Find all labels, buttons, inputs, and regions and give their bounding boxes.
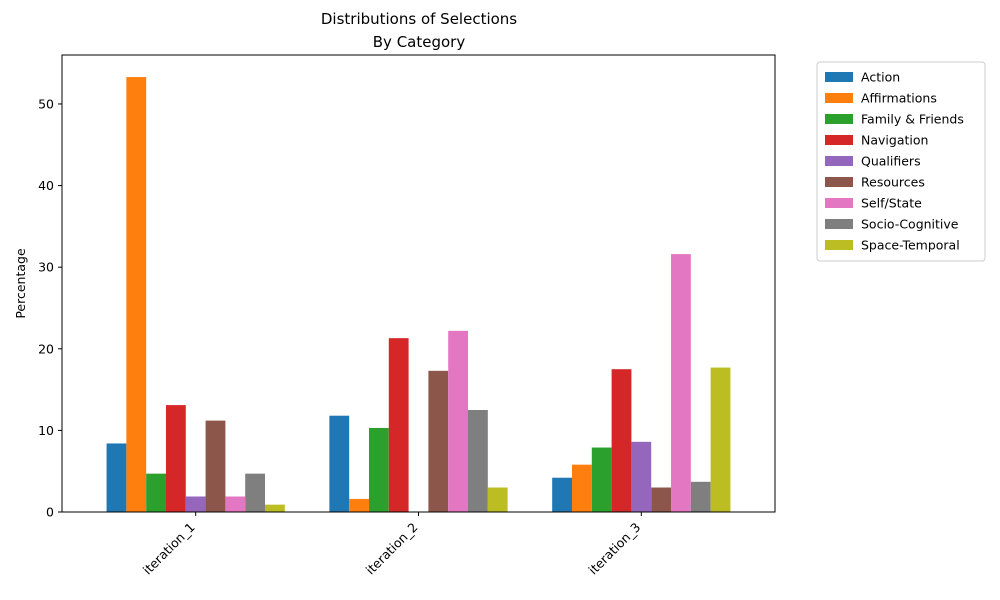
bar xyxy=(349,498,369,512)
bar xyxy=(225,496,246,512)
legend-label: Socio-Cognitive xyxy=(861,217,959,232)
legend-swatch xyxy=(825,156,853,166)
bar xyxy=(448,330,469,512)
bar xyxy=(368,427,389,512)
legend-swatch xyxy=(825,240,853,250)
bar xyxy=(710,367,731,512)
y-tick-label: 30 xyxy=(38,260,54,275)
bar xyxy=(428,370,449,512)
x-axis: iteration_1 iteration_2 iteration_3 xyxy=(140,512,643,578)
chart-subtitle: By Category xyxy=(373,33,466,51)
legend-label: Family & Friends xyxy=(861,112,964,127)
bar xyxy=(265,504,285,512)
x-tick-label: iteration_1 xyxy=(140,520,198,578)
legend-label: Navigation xyxy=(861,133,928,148)
legend-swatch xyxy=(825,177,853,187)
legend-label: Affirmations xyxy=(861,91,937,106)
legend-swatch xyxy=(825,219,853,229)
legend-label: Space-Temporal xyxy=(861,238,960,253)
legend-swatch xyxy=(825,93,853,103)
y-tick-label: 0 xyxy=(46,505,54,520)
bar xyxy=(631,441,652,512)
bar xyxy=(468,409,488,512)
bar xyxy=(487,487,508,512)
legend: Action Affirmations Family & Friends Naviga… xyxy=(816,61,986,262)
y-axis: 0 10 20 30 40 50 xyxy=(38,96,62,520)
y-tick-label: 50 xyxy=(38,96,54,111)
x-tick-label: iteration_2 xyxy=(363,520,421,578)
bar xyxy=(185,496,206,512)
legend-swatch xyxy=(825,72,853,82)
legend-swatch xyxy=(825,198,853,208)
bar xyxy=(388,338,409,512)
plot-frame xyxy=(61,54,776,513)
bar xyxy=(245,473,266,512)
legend-label: Resources xyxy=(861,175,925,190)
bar xyxy=(205,420,226,512)
bar xyxy=(126,77,147,512)
bar xyxy=(591,447,612,512)
legend-label: Action xyxy=(861,70,900,85)
bar xyxy=(571,464,592,512)
legend-label: Self/State xyxy=(861,196,922,211)
bar xyxy=(690,481,711,512)
legend-swatch xyxy=(825,114,853,124)
y-tick-label: 10 xyxy=(38,423,54,438)
bar xyxy=(552,477,572,512)
bar xyxy=(106,443,127,512)
bars-group xyxy=(106,77,731,512)
bar xyxy=(671,254,691,512)
bar xyxy=(165,405,186,512)
bar xyxy=(329,415,350,512)
legend-swatch xyxy=(825,135,853,145)
y-tick-label: 20 xyxy=(38,341,54,356)
y-tick-label: 40 xyxy=(38,178,54,193)
legend-label: Qualifiers xyxy=(861,154,921,169)
bar xyxy=(611,369,632,512)
bar xyxy=(146,473,166,512)
y-axis-label: Percentage xyxy=(13,248,28,319)
bar xyxy=(651,487,672,512)
x-tick-label: iteration_3 xyxy=(585,520,643,578)
chart-title: Distributions of Selections xyxy=(321,10,517,28)
legend-box xyxy=(816,61,986,262)
